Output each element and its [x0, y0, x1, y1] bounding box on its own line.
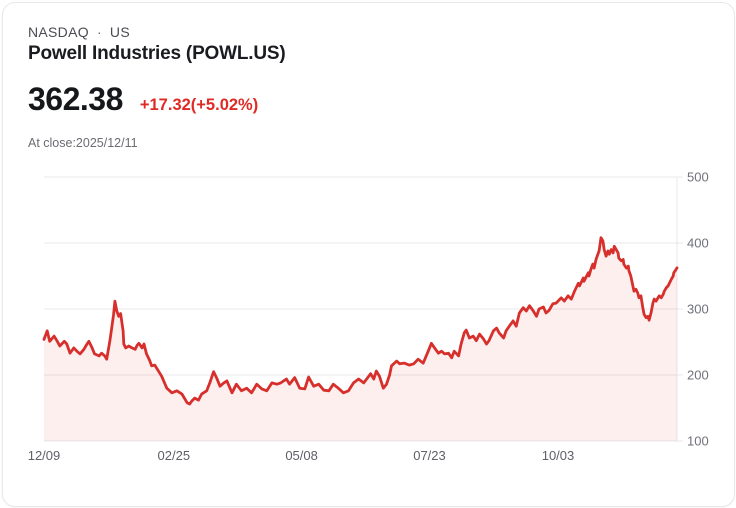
x-axis-label: 05/08 — [285, 448, 318, 463]
x-axis-label: 10/03 — [542, 448, 575, 463]
y-axis-label: 100 — [687, 434, 709, 449]
country-code: US — [109, 24, 130, 40]
x-axis-label: 02/25 — [158, 448, 191, 463]
price-row: 362.38 +17.32(+5.02%) — [28, 82, 258, 116]
exchange-name: NASDAQ — [28, 24, 89, 40]
x-axis-label: 07/23 — [413, 448, 446, 463]
price-area-fill — [44, 237, 677, 441]
price-chart-svg[interactable]: 500 400 300 200 100 12/09 02/25 05/08 07/23 10/03 — [2, 161, 735, 481]
as-of-close-label: At close:2025/12/11 — [28, 136, 138, 150]
y-axis-label: 200 — [687, 368, 709, 383]
y-axis-label: 500 — [687, 170, 709, 185]
y-axis-label: 300 — [687, 302, 709, 317]
separator-dot: · — [96, 24, 102, 40]
y-axis-label: 400 — [687, 236, 709, 251]
price-line[interactable] — [42, 236, 679, 406]
price-change: +17.32(+5.02%) — [139, 96, 259, 114]
current-price: 362.38 — [28, 81, 123, 117]
x-axis-label: 12/09 — [28, 448, 61, 463]
exchange-row: NASDAQ · US — [28, 23, 130, 41]
stock-title: Powell Industries (POWL.US) — [28, 43, 286, 64]
